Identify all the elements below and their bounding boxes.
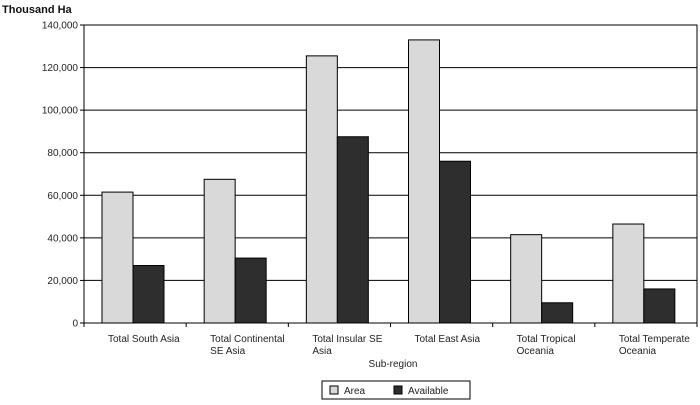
x-axis-title: Sub-region [369,359,418,370]
y-tick-label: 40,000 [47,233,78,244]
legend: Area Available [321,380,471,400]
x-category-label: Total South Asia [108,334,180,345]
bars [101,39,676,324]
x-category-label: Total Insular SE Asia [312,334,382,357]
bar-area [510,234,543,324]
bar-area [612,223,645,324]
x-category-label-line: Asia [312,346,332,357]
gridlines [84,24,697,281]
y-tick-label: 120,000 [42,63,79,74]
legend-label-available: Available [408,386,449,397]
y-tick-label: 0 [72,319,78,330]
y-tick-label: 100,000 [42,106,79,117]
x-category-label-line: Oceania [517,346,555,357]
y-tick-label: 140,000 [42,21,79,32]
x-category-label-line: Total East Asia [415,334,481,345]
x-category-label-line: Oceania [619,346,657,357]
legend-swatch-available [393,385,403,395]
y-tick-label: 20,000 [47,276,78,287]
bar-available [643,288,676,324]
y-tick-labels: 0 20,000 40,000 60,000 80,000 100,000 120,000 1… [42,21,79,330]
x-category-label-line: Total Tropical [517,334,576,345]
bar-available [541,302,574,324]
x-category-label: Total East Asia [415,334,481,345]
x-category-label: Total Temperate Oceania [619,334,690,357]
y-tick-label: 80,000 [47,148,78,159]
x-category-label-line: Total South Asia [108,334,180,345]
x-category-label: Total Continental SE Asia [210,334,285,357]
legend-swatch-area [329,385,339,395]
y-tick-label: 60,000 [47,191,78,202]
plot-frame [83,24,698,324]
bar-available [336,136,369,324]
x-category-labels: Total South Asia Total Continental SE Asia… [108,334,690,357]
bar-area [305,55,338,324]
bar-area [203,178,236,324]
axes [80,24,698,327]
bar-available [132,265,165,324]
x-category-label-line: Total Insular SE [312,334,382,345]
bar-available [439,160,471,324]
bar-available [234,257,267,324]
x-category-label-line: Total Temperate [619,334,690,345]
x-category-label-line: SE Asia [210,346,245,357]
x-category-label-line: Total Continental [210,334,285,345]
x-category-label: Total Tropical Oceania [517,334,576,357]
bar-area [408,39,440,324]
y-axis-title: Thousand Ha [2,4,73,16]
bar-area [101,191,134,324]
legend-label-area: Area [344,386,366,397]
